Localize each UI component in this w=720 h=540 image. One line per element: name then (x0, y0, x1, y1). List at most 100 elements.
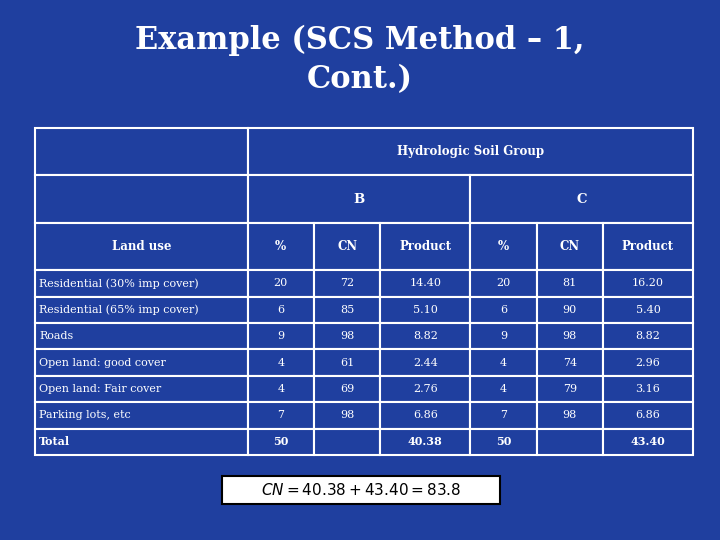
Text: 14.40: 14.40 (409, 279, 441, 288)
Bar (603, 323, 693, 349)
Bar (380, 296, 470, 323)
Bar (248, 323, 314, 349)
Bar (248, 429, 314, 455)
Text: C: C (577, 193, 587, 206)
Bar (314, 349, 380, 376)
Bar (470, 402, 536, 429)
Bar (536, 296, 603, 323)
Text: 7: 7 (500, 410, 507, 421)
Bar (603, 270, 693, 296)
Bar (470, 176, 693, 223)
Bar (314, 402, 380, 429)
Text: Product: Product (622, 240, 674, 253)
Bar (470, 376, 536, 402)
Text: 50: 50 (496, 436, 511, 447)
Bar (314, 270, 380, 296)
Text: 2.96: 2.96 (636, 357, 660, 368)
Bar (314, 223, 380, 270)
Text: 20: 20 (274, 279, 288, 288)
Bar (314, 429, 380, 455)
Text: %: % (275, 240, 287, 253)
Bar (536, 402, 603, 429)
Text: 85: 85 (340, 305, 354, 315)
Text: 2.44: 2.44 (413, 357, 438, 368)
Text: 3.16: 3.16 (636, 384, 660, 394)
Bar (248, 376, 314, 402)
Text: Land use: Land use (112, 240, 171, 253)
Text: 90: 90 (562, 305, 577, 315)
Text: 5.40: 5.40 (636, 305, 660, 315)
Bar (248, 176, 470, 223)
Text: 61: 61 (340, 357, 354, 368)
Bar (314, 296, 380, 323)
Text: 98: 98 (340, 410, 354, 421)
Bar (380, 429, 470, 455)
Bar (35, 402, 248, 429)
Text: 6: 6 (277, 305, 284, 315)
Text: 6.86: 6.86 (636, 410, 660, 421)
Bar (380, 376, 470, 402)
Bar (35, 223, 248, 270)
Bar (380, 402, 470, 429)
Bar (603, 376, 693, 402)
Text: 2.76: 2.76 (413, 384, 438, 394)
Text: Example (SCS Method – 1,
Cont.): Example (SCS Method – 1, Cont.) (135, 25, 585, 95)
Bar (35, 429, 248, 455)
Text: Total: Total (39, 436, 70, 447)
Bar (380, 349, 470, 376)
Text: 4: 4 (277, 357, 284, 368)
Text: %: % (498, 240, 509, 253)
Text: 20: 20 (496, 279, 510, 288)
Text: 40.38: 40.38 (408, 436, 443, 447)
Bar (536, 223, 603, 270)
Text: Residential (30% imp cover): Residential (30% imp cover) (39, 278, 199, 289)
Bar (380, 323, 470, 349)
Bar (314, 376, 380, 402)
Text: CN: CN (559, 240, 580, 253)
Text: Product: Product (399, 240, 451, 253)
Text: Parking lots, etc: Parking lots, etc (39, 410, 131, 421)
Bar (380, 270, 470, 296)
Bar (248, 349, 314, 376)
Bar (470, 429, 536, 455)
Bar (603, 429, 693, 455)
Bar (536, 349, 603, 376)
Bar (470, 323, 536, 349)
Text: 4: 4 (500, 384, 507, 394)
Bar (35, 376, 248, 402)
Bar (314, 323, 380, 349)
Bar (35, 323, 248, 349)
Text: CN: CN (337, 240, 357, 253)
Text: 5.10: 5.10 (413, 305, 438, 315)
Text: 43.40: 43.40 (631, 436, 665, 447)
Text: Open land: Fair cover: Open land: Fair cover (39, 384, 161, 394)
Bar (248, 270, 314, 296)
Bar (380, 223, 470, 270)
Bar (470, 270, 536, 296)
Text: 8.82: 8.82 (636, 331, 660, 341)
Text: 7: 7 (277, 410, 284, 421)
Bar (536, 376, 603, 402)
Bar (603, 349, 693, 376)
Bar (603, 296, 693, 323)
Bar (35, 176, 248, 223)
Text: Hydrologic Soil Group: Hydrologic Soil Group (397, 145, 544, 158)
Bar (470, 349, 536, 376)
Text: 6: 6 (500, 305, 507, 315)
Bar (35, 296, 248, 323)
Text: 98: 98 (562, 410, 577, 421)
Bar (35, 128, 248, 176)
Bar (248, 223, 314, 270)
Text: Roads: Roads (39, 331, 73, 341)
Bar (470, 223, 536, 270)
Bar (536, 323, 603, 349)
Text: 50: 50 (273, 436, 289, 447)
Bar (603, 402, 693, 429)
Bar (248, 402, 314, 429)
Text: 74: 74 (563, 357, 577, 368)
Text: 69: 69 (340, 384, 354, 394)
Bar (248, 296, 314, 323)
Bar (222, 476, 500, 504)
Bar (35, 349, 248, 376)
Bar (603, 223, 693, 270)
